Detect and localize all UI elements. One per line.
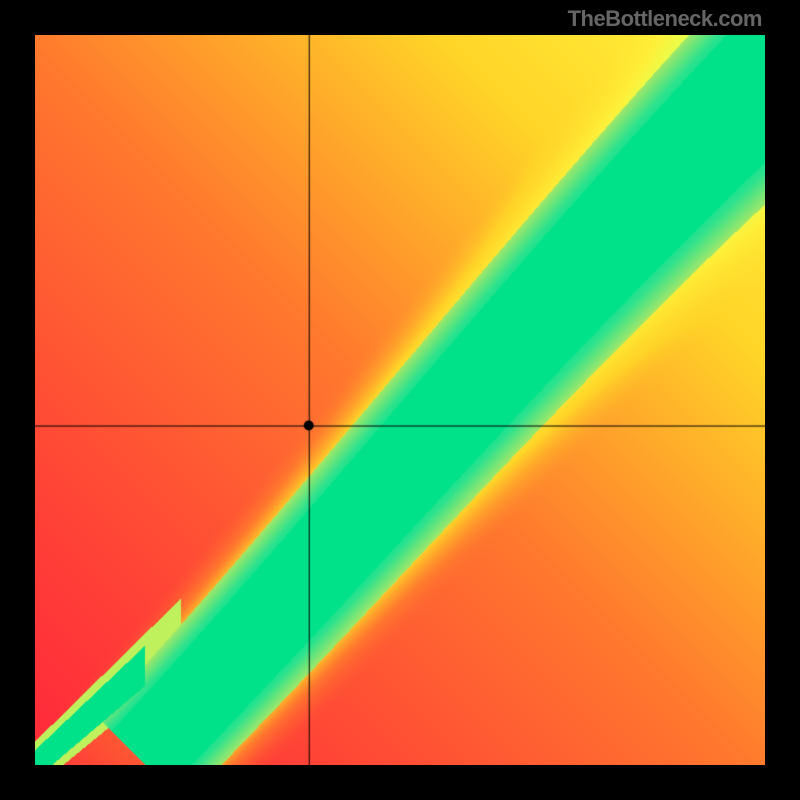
heatmap-canvas <box>35 35 765 765</box>
heatmap-plot <box>35 35 765 765</box>
watermark-text: TheBottleneck.com <box>568 6 762 32</box>
chart-frame: TheBottleneck.com <box>0 0 800 800</box>
